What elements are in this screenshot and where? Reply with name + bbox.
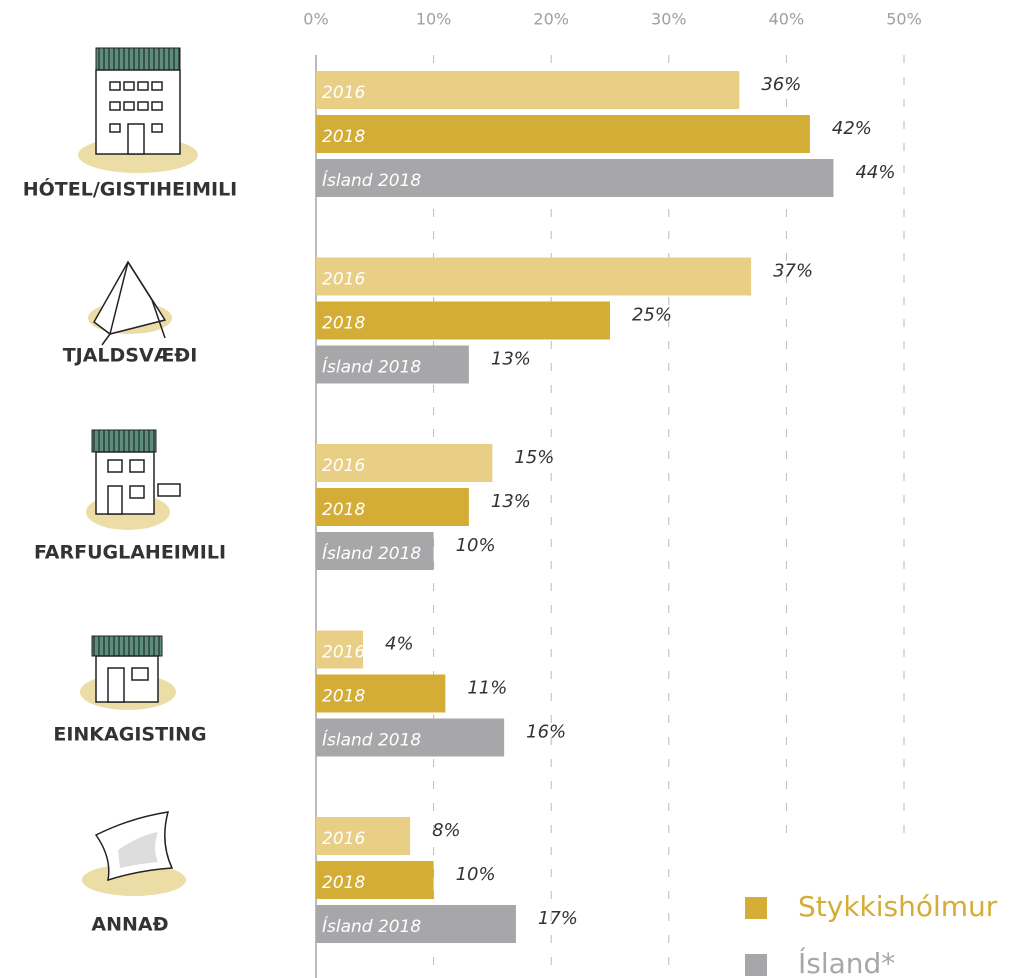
bar-series-label: 2016: [322, 83, 365, 103]
category-label: TJALDSVÆÐI: [63, 345, 198, 367]
bar-series-label: 2016: [322, 270, 365, 290]
value-label: 4%: [385, 634, 414, 655]
bar-series-label: 2018: [322, 127, 365, 147]
value-label: 16%: [526, 722, 566, 743]
value-label: 10%: [456, 864, 496, 885]
x-tick-label: 20%: [533, 10, 569, 29]
category-label: ANNAÐ: [91, 914, 168, 936]
legend-label: Ísland*: [798, 946, 895, 978]
bar-series-label: Ísland 2018: [322, 356, 421, 378]
value-label: 42%: [832, 118, 872, 139]
bar: [316, 71, 740, 109]
bar: [316, 301, 610, 340]
bar-series-label: Ísland 2018: [322, 542, 421, 564]
icon-hostel: [86, 429, 181, 530]
category-label: HÓTEL/GISTIHEIMILI: [23, 177, 238, 201]
value-label: 11%: [467, 678, 507, 699]
value-label: 15%: [514, 447, 554, 468]
value-label: 13%: [491, 491, 531, 512]
bar: [316, 630, 364, 669]
value-label: 44%: [855, 162, 895, 183]
bar-series-label: 2016: [322, 829, 365, 849]
bar-series-label: 2018: [322, 314, 365, 334]
x-tick-label: 50%: [886, 10, 922, 29]
icon-hotel: [78, 47, 198, 173]
bar-series-label: Ísland 2018: [322, 915, 421, 937]
legend-swatch: [745, 897, 767, 919]
x-tick-label: 10%: [416, 10, 452, 29]
value-label: 13%: [491, 349, 531, 370]
bar: [316, 905, 516, 943]
bar-series-label: 2018: [322, 687, 365, 707]
legend-label: Stykkishólmur: [798, 890, 998, 923]
category-label: EINKAGISTING: [53, 724, 206, 746]
value-label: 17%: [538, 908, 578, 929]
bar: [316, 532, 434, 570]
bar: [316, 345, 469, 384]
bar: [316, 674, 446, 713]
bar-series-label: 2016: [322, 643, 365, 663]
icon-tent: [88, 260, 172, 346]
bar: [316, 444, 493, 482]
category-label: FARFUGLAHEIMILI: [34, 542, 226, 564]
bar-series-label: Ísland 2018: [322, 729, 421, 751]
bar: [316, 159, 834, 197]
bar: [316, 718, 505, 757]
icon-pillow: [82, 811, 186, 896]
x-tick-label: 40%: [769, 10, 805, 29]
value-label: 10%: [456, 535, 496, 556]
x-tick-label: 30%: [651, 10, 687, 29]
bar-series-label: Ísland 2018: [322, 169, 421, 191]
bar: [316, 488, 469, 526]
value-label: 25%: [632, 305, 672, 326]
bar: [316, 861, 434, 899]
icon-private: [80, 635, 176, 710]
bar-series-label: 2018: [322, 873, 365, 893]
bar: [316, 817, 411, 855]
value-label: 8%: [432, 820, 461, 841]
x-tick-label: 0%: [303, 10, 328, 29]
bar-series-label: 2016: [322, 456, 365, 476]
value-label: 37%: [773, 261, 813, 282]
value-label: 36%: [761, 74, 801, 95]
legend-swatch: [745, 954, 767, 976]
bar: [316, 257, 752, 296]
bar-series-label: 2018: [322, 500, 365, 520]
bar: [316, 115, 810, 153]
